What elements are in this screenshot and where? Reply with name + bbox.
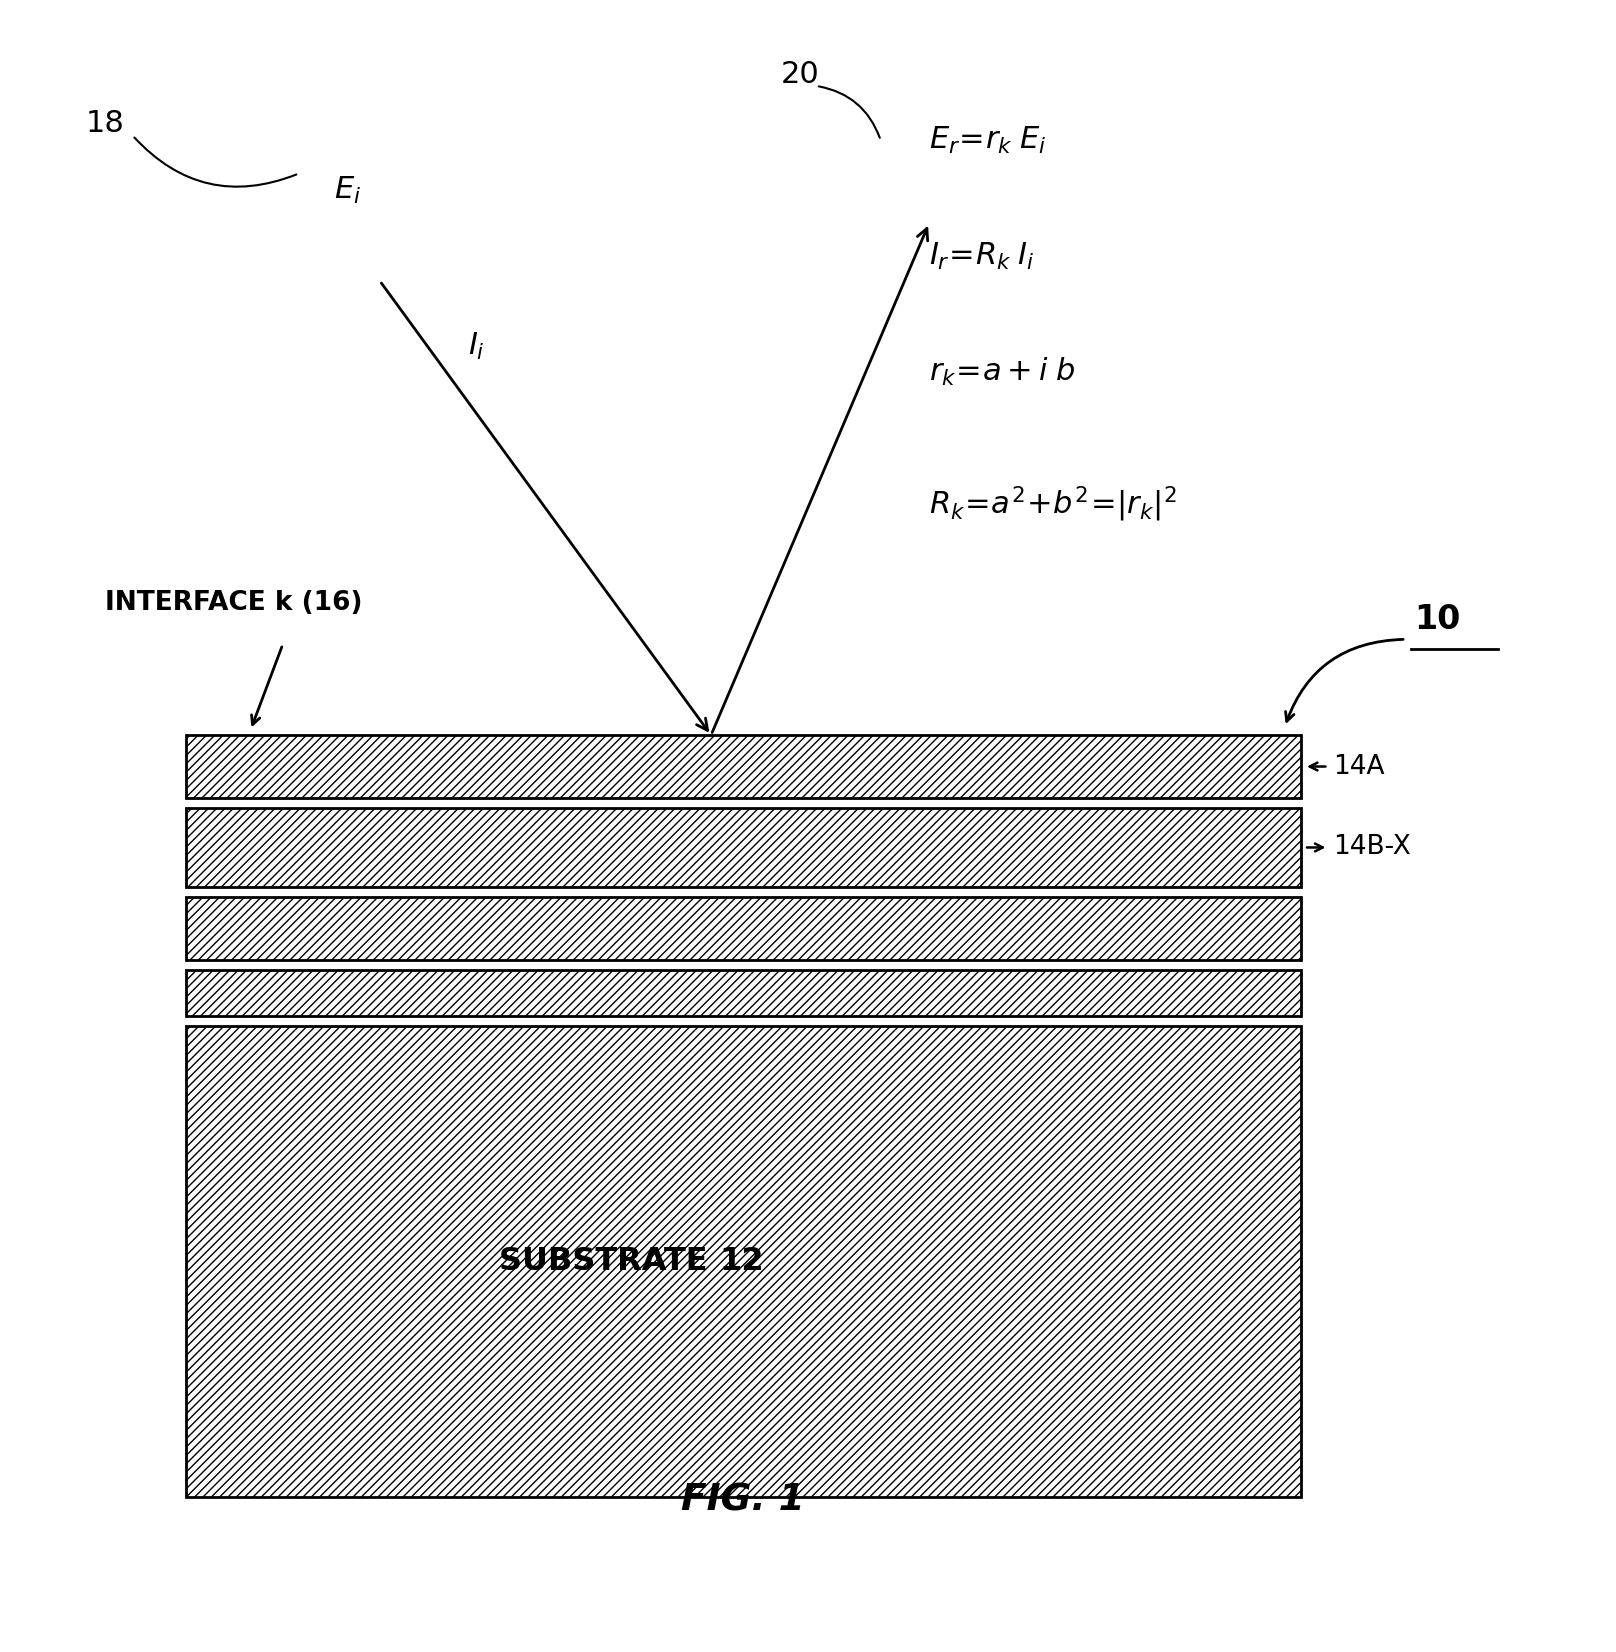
Bar: [186, 735, 1301, 798]
Text: $I_r\!=\!R_k\; I_i$: $I_r\!=\!R_k\; I_i$: [929, 241, 1034, 271]
Text: 10: 10: [1414, 603, 1461, 636]
Bar: [186, 1026, 1301, 1497]
Text: 20: 20: [781, 59, 819, 89]
Text: 14B-X: 14B-X: [1333, 834, 1411, 861]
Text: $R_k\!=\!a^2\!+\!b^2\!=\!|r_k|^2$: $R_k\!=\!a^2\!+\!b^2\!=\!|r_k|^2$: [929, 484, 1176, 524]
Bar: [186, 808, 1301, 887]
Text: $E_r\!=\!r_k\; E_i$: $E_r\!=\!r_k\; E_i$: [929, 126, 1047, 155]
Text: INTERFACE k (16): INTERFACE k (16): [105, 590, 362, 616]
Text: $r_k\!=\!a + i\; b$: $r_k\!=\!a + i\; b$: [929, 355, 1075, 388]
Bar: [186, 970, 1301, 1016]
Text: FIG. 1: FIG. 1: [682, 1482, 805, 1518]
Text: $E_i$: $E_i$: [335, 175, 360, 205]
Text: $I_i$: $I_i$: [469, 332, 485, 362]
Bar: [186, 897, 1301, 960]
Text: 12: 12: [719, 1246, 764, 1277]
Text: 18: 18: [86, 109, 124, 139]
Text: 14A: 14A: [1333, 753, 1385, 780]
Text: SUBSTRATE: SUBSTRATE: [499, 1246, 719, 1277]
